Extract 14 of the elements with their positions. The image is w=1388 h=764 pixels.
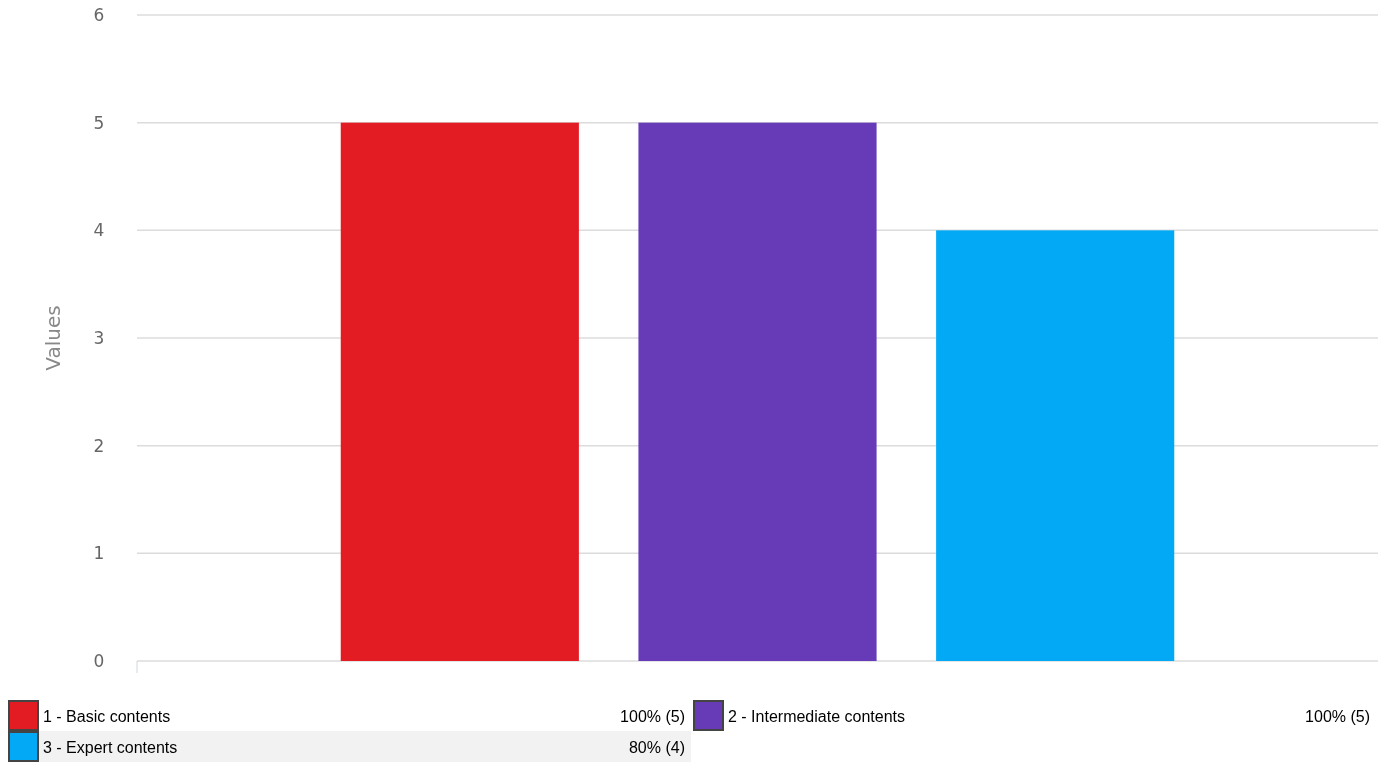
text: 80% (4) <box>628 738 685 756</box>
text: 100% (5) <box>1305 707 1370 725</box>
y-tick-label: 5 <box>93 112 105 133</box>
legend-label: 1 - Basic contents <box>43 707 171 725</box>
legend-label: 2 - Intermediate contents <box>728 707 905 725</box>
y-axis-title: Values <box>41 305 65 371</box>
legend-label: 3 - Expert contents <box>43 738 178 756</box>
y-tick-label: 3 <box>93 327 105 348</box>
y-tick-label: 0 <box>93 650 105 671</box>
y-tick-label: 6 <box>93 4 105 25</box>
text: 100% (5) <box>620 707 685 725</box>
y-tick-label: 2 <box>93 435 105 456</box>
y-tick-label: 4 <box>93 220 105 241</box>
y-tick-label: 1 <box>93 543 105 564</box>
